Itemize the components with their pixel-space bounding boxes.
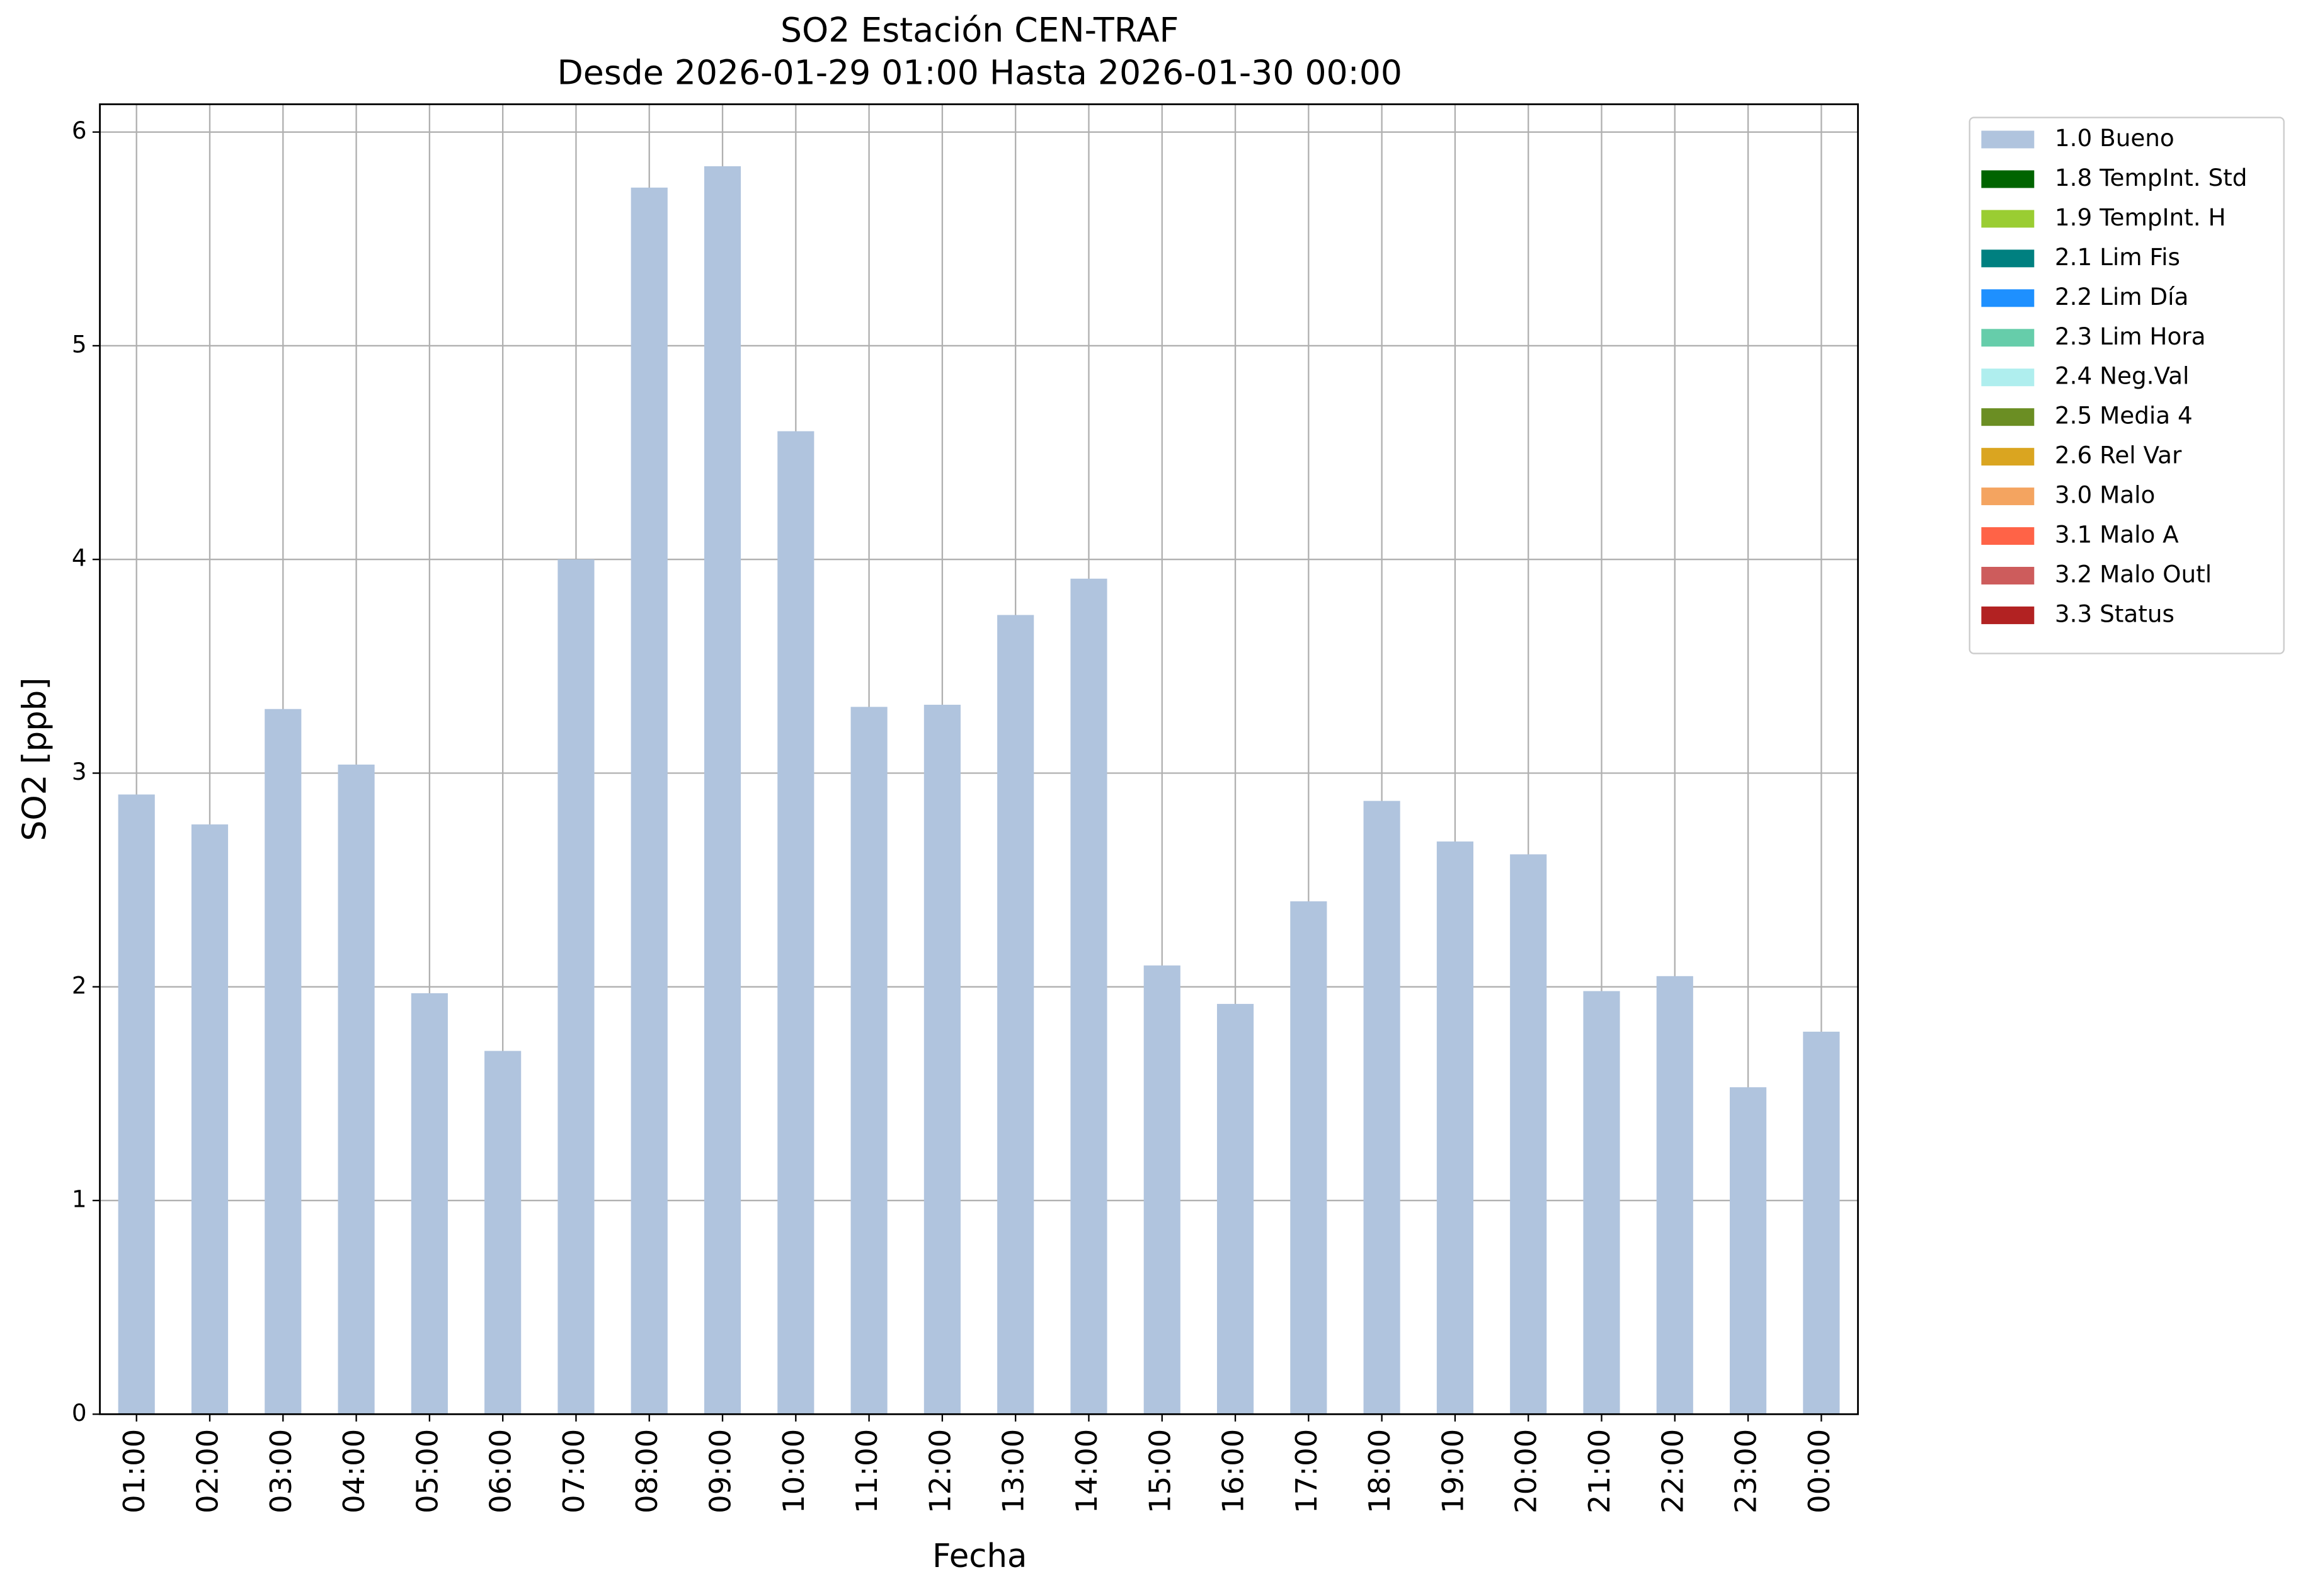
x-tick-label: 22:00 [1655,1429,1689,1513]
x-tick-label: 19:00 [1436,1429,1470,1513]
bar [1290,901,1327,1415]
bar [777,431,814,1415]
x-tick-label: 13:00 [997,1429,1031,1513]
x-tick-label: 16:00 [1216,1429,1250,1513]
x-tick-label: 05:00 [410,1429,444,1513]
legend-label: 1.8 TempInt. Std [2055,164,2248,191]
y-tick-label: 3 [72,758,87,785]
x-tick-label: 08:00 [630,1429,664,1513]
bar [850,707,888,1415]
bar [1656,976,1693,1415]
legend-label: 3.0 Malo [2055,481,2155,509]
y-axis-label: SO2 [ppb] [16,678,54,841]
legend-label: 2.4 Neg.Val [2055,362,2189,390]
bar [1363,801,1400,1415]
legend-label: 1.9 TempInt. H [2055,203,2226,231]
legend-swatch [1981,567,2035,584]
x-tick-label: 06:00 [484,1429,518,1513]
bar [265,709,302,1415]
bar [1803,1032,1840,1415]
x-tick-label: 21:00 [1582,1429,1616,1513]
bar [1510,854,1547,1415]
bar [1143,965,1180,1415]
bar [923,704,961,1415]
plot-frame [99,103,1859,1415]
y-tick-label: 6 [72,117,87,144]
legend-swatch [1981,408,2035,426]
legend-label: 2.1 Lim Fis [2055,243,2180,271]
x-tick-label: 03:00 [264,1429,298,1513]
legend-swatch [1981,329,2035,347]
bar [1730,1087,1767,1415]
bar [484,1051,522,1415]
chart-title: SO2 Estación CEN-TRAF [780,10,1179,50]
bar [1070,578,1107,1415]
x-tick-label: 09:00 [704,1429,738,1513]
legend-label: 1.0 Bueno [2055,124,2174,152]
legend-label: 2.6 Rel Var [2055,442,2182,469]
x-tick-label: 04:00 [337,1429,371,1513]
bar [338,764,375,1415]
x-tick-label: 17:00 [1289,1429,1323,1513]
x-tick-label: 23:00 [1729,1429,1763,1513]
legend-swatch [1981,606,2035,624]
x-tick-label: 18:00 [1363,1429,1397,1513]
bar [557,559,595,1415]
x-tick-label: 07:00 [557,1429,591,1513]
legend-label: 3.2 Malo Outl [2055,560,2212,588]
legend-swatch [1981,249,2035,268]
y-tick-label: 5 [72,330,87,358]
legend-label: 3.1 Malo A [2055,521,2179,549]
bar [191,824,229,1415]
x-tick-label: 11:00 [850,1429,884,1513]
y-tick-label: 1 [72,1185,87,1213]
legend-swatch [1981,170,2035,188]
y-tick-label: 0 [72,1399,87,1427]
legend-swatch [1981,448,2035,466]
x-axis-label: Fecha [932,1537,1027,1575]
x-tick-label: 15:00 [1143,1429,1177,1513]
bar [1436,841,1473,1415]
legend-label: 2.2 Lim Día [2055,283,2188,311]
legend-swatch [1981,130,2035,149]
bar [411,993,448,1415]
legend-label: 3.3 Status [2055,600,2174,627]
legend-swatch [1981,368,2035,387]
legend-label: 2.3 Lim Hora [2055,322,2206,350]
x-tick-label: 01:00 [117,1429,151,1513]
legend-swatch [1981,487,2035,506]
legend-box [1969,117,2285,654]
y-tick-label: 4 [72,544,87,572]
x-tick-label: 02:00 [190,1429,224,1513]
bar [631,187,668,1415]
y-tick-label: 2 [72,971,87,999]
bar [1583,991,1620,1415]
x-tick-label: 20:00 [1509,1429,1543,1513]
bar [704,166,741,1415]
x-tick-label: 00:00 [1802,1429,1836,1513]
bar [118,794,155,1415]
legend-swatch [1981,527,2035,545]
legend-swatch [1981,289,2035,307]
x-tick-label: 14:00 [1070,1429,1104,1513]
legend-label: 2.5 Media 4 [2055,402,2193,430]
legend-swatch [1981,210,2035,228]
x-tick-label: 12:00 [923,1429,957,1513]
bar [997,615,1034,1415]
x-tick-label: 10:00 [777,1429,811,1513]
bar [1216,1003,1254,1415]
chart-subtitle: Desde 2026-01-29 01:00 Hasta 2026-01-30 … [557,53,1402,93]
